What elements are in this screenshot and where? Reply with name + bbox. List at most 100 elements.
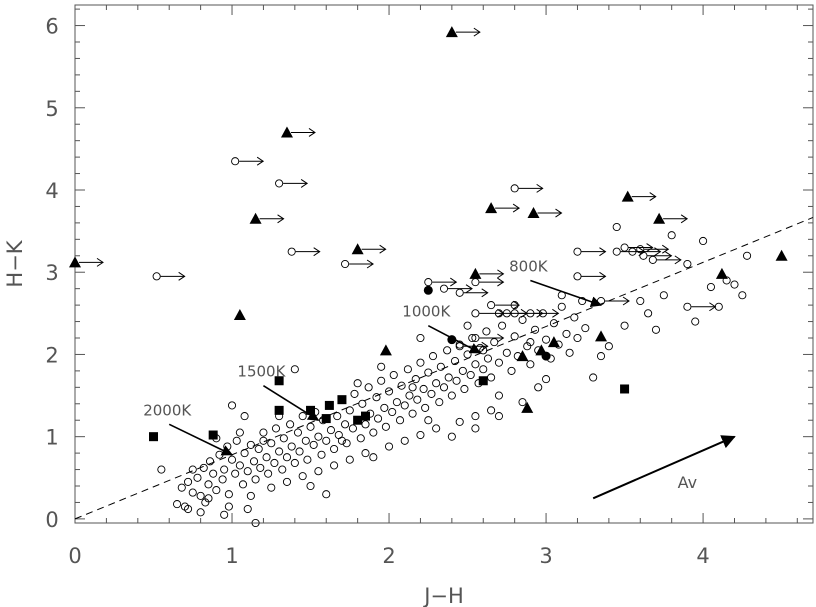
open-circle-point	[330, 461, 339, 470]
open-circle-point	[377, 376, 386, 385]
open-circle-point	[235, 461, 244, 470]
open-circle-point	[683, 259, 692, 269]
y-tick-label: 1	[45, 426, 58, 450]
limit-arrow-head	[450, 277, 458, 287]
filled-triangle-point	[485, 202, 498, 214]
open-circle-point	[510, 332, 519, 341]
y-tick-label: 0	[45, 508, 58, 532]
open-circle-point	[380, 403, 389, 412]
limit-arrow-head	[313, 247, 321, 257]
open-circle-point	[348, 424, 357, 433]
limit-arrow-head	[512, 300, 521, 310]
open-circle-point	[648, 255, 657, 264]
open-circle-point	[205, 457, 215, 466]
open-circle-point	[279, 434, 288, 443]
open-circle-point	[424, 368, 433, 377]
open-circle-point	[232, 436, 241, 445]
open-circle-point	[267, 483, 276, 492]
open-circle-point	[259, 436, 268, 445]
open-circle-point	[246, 440, 255, 449]
open-circle-point	[278, 465, 287, 474]
open-circle-point	[227, 401, 237, 410]
open-circle-point	[455, 417, 464, 426]
open-circle-point	[463, 350, 472, 359]
open-circle-point	[699, 236, 708, 246]
open-circle-point	[314, 467, 323, 476]
open-circle-point	[223, 442, 232, 451]
filled-triangle-point	[715, 267, 728, 279]
open-circle-point	[220, 465, 229, 474]
open-circle-point	[413, 395, 422, 404]
limit-arrow-head	[599, 247, 607, 257]
open-circle-point	[282, 453, 292, 462]
open-circle-point	[345, 455, 354, 464]
open-circle-point	[483, 354, 493, 363]
limit-arrow-head	[473, 27, 481, 37]
open-circle-point	[487, 406, 496, 415]
limit-arrow-head	[481, 341, 489, 351]
open-circle-point	[298, 472, 307, 481]
limit-arrow-head	[646, 243, 654, 252]
open-circle-point	[502, 348, 511, 357]
limit-arrow-head	[300, 179, 309, 188]
open-circle-point	[444, 373, 453, 382]
open-circle-point	[471, 412, 480, 421]
open-circle-point	[369, 428, 378, 437]
open-circle-point	[408, 409, 417, 418]
open-circle-point	[314, 432, 323, 441]
open-circle-point	[240, 412, 249, 421]
y-tick-label: 3	[45, 261, 58, 285]
open-circle-point	[604, 342, 613, 351]
open-circle-point	[471, 424, 480, 433]
limit-arrow-head	[366, 259, 374, 269]
open-circle-point	[542, 335, 551, 344]
open-circle-point	[173, 500, 182, 509]
open-circle-point	[251, 475, 260, 484]
limit-arrow-head	[552, 308, 560, 318]
open-circle-point	[384, 442, 394, 451]
open-circle-point	[259, 428, 268, 437]
open-circle-point	[534, 383, 543, 392]
filled-triangle-point	[595, 330, 608, 342]
open-circle-point	[322, 490, 331, 499]
filled-triangle-point	[445, 26, 458, 38]
open-circle-point	[557, 302, 566, 311]
limit-arrow-head	[481, 288, 489, 298]
open-circle-point	[639, 251, 648, 260]
filled-square-point	[321, 414, 331, 424]
temperature-arrow	[262, 385, 320, 421]
open-circle-point	[361, 420, 370, 429]
open-circle-point	[526, 338, 535, 347]
open-circle-point	[573, 333, 582, 343]
x-tick-label: 3	[539, 544, 552, 568]
open-circle-point	[177, 483, 186, 492]
filled-triangle-point	[775, 249, 788, 261]
open-circle-point	[389, 370, 398, 380]
open-circle-point	[479, 365, 488, 374]
open-circle-point	[526, 360, 535, 369]
open-circle-point	[275, 447, 284, 456]
open-circle-point	[743, 251, 752, 260]
x-tick-label: 0	[68, 544, 81, 568]
open-circle-point	[290, 458, 299, 468]
y-axis-label: H−K	[3, 239, 27, 287]
limit-arrow-head	[96, 257, 104, 267]
open-circle-point	[361, 449, 370, 458]
open-circle-point	[330, 444, 339, 454]
filled-square-point	[360, 411, 370, 421]
limit-arrow-head	[512, 203, 521, 213]
axis-ticks	[74, 5, 813, 523]
open-circle-point	[518, 315, 527, 324]
open-circle-point	[452, 376, 461, 385]
filled-triangle-point	[379, 344, 392, 356]
open-circle-point	[306, 422, 315, 431]
open-circle-point	[188, 488, 197, 497]
open-circle-point	[287, 442, 296, 451]
open-circle-point	[337, 436, 346, 445]
open-circle-point	[738, 291, 747, 300]
open-circle-point	[341, 259, 350, 269]
filled-triangle-point	[621, 190, 634, 202]
open-circle-point	[395, 416, 405, 425]
open-circle-point	[498, 321, 507, 330]
open-circle-point	[317, 450, 326, 459]
